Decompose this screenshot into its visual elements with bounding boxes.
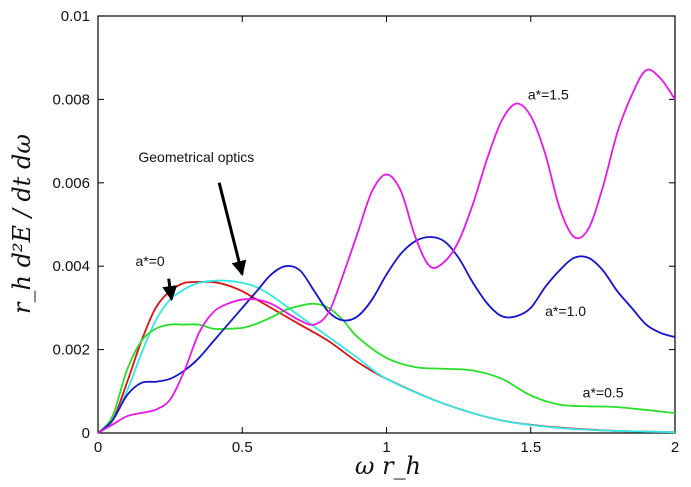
annotation-label: a*=0.5 (583, 385, 624, 401)
annotation-arrow (217, 182, 247, 276)
series-line-unnamed-1 (97, 279, 676, 434)
axes: 0 0.5 1 1.5 2 0 0.002 0.004 0.006 0.008 0.01 (52, 8, 679, 456)
annotations: a*=0 a*=0.5 a*=1.0 a*=1.5 Geometrical optics (136, 86, 624, 400)
y-tick-label: 0.006 (52, 175, 90, 192)
x-tick-label: 2 (671, 439, 679, 456)
y-tick-label: 0.002 (52, 342, 90, 359)
annotation-label: a*=1.5 (528, 86, 569, 102)
x-tick-label: 0.5 (232, 439, 253, 456)
series-line-a-0-5 (97, 302, 676, 434)
y-tick-label: 0 (82, 425, 90, 442)
x-axis-label: ω r_h (355, 452, 421, 480)
x-tick-label: 1.5 (520, 439, 541, 456)
annotation-label: a*=0 (136, 253, 165, 269)
y-tick-label: 0.008 (52, 91, 90, 108)
x-tick-label: 1 (382, 439, 390, 456)
y-tick-label: 0.01 (61, 8, 90, 25)
annotation-label: Geometrical optics (138, 149, 254, 165)
y-tick-label: 0.004 (52, 258, 90, 275)
y-axis-label: r_h d²E / dt dω (8, 134, 36, 314)
x-tick-label: 0 (94, 439, 102, 456)
annotation-label: a*=1.0 (545, 303, 586, 319)
series-line-a-1-0 (97, 236, 676, 434)
series-line-a-1-5 (97, 68, 676, 434)
series-group (97, 68, 676, 434)
annotation-arrow (162, 278, 178, 302)
